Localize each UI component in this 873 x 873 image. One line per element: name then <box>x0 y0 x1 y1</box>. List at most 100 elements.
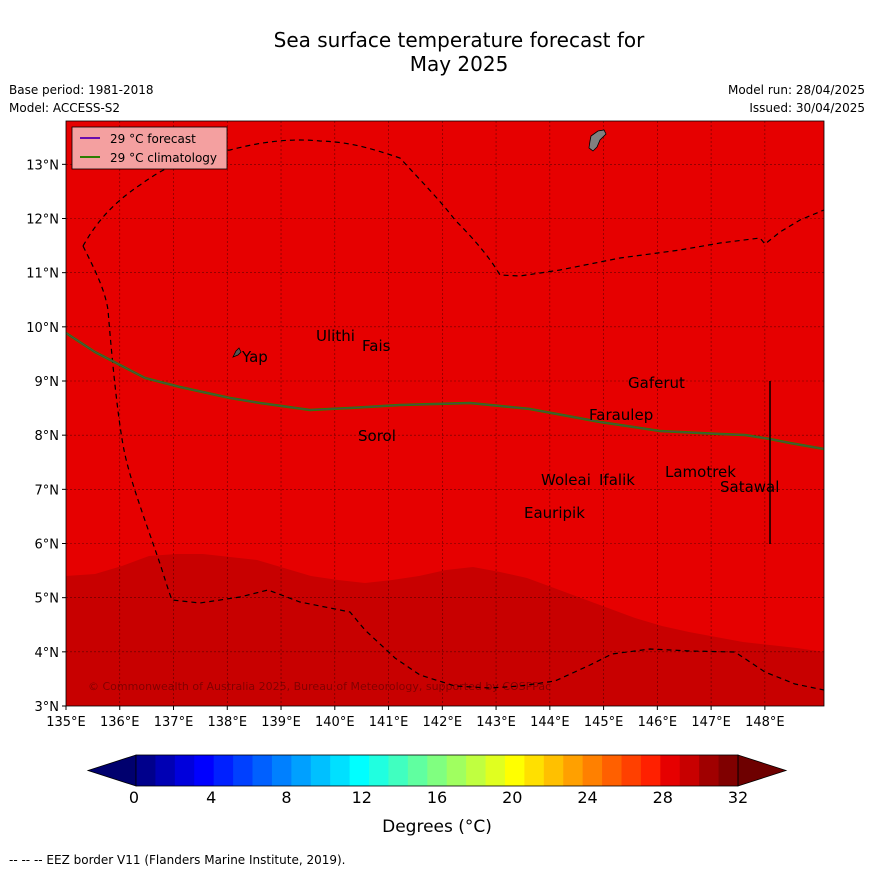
label-yap: Yap <box>241 348 268 366</box>
colorbar-max-arrow <box>737 754 788 787</box>
lat-tick-label: 9°N <box>35 375 60 390</box>
lat-tick-label: 6°N <box>35 538 60 553</box>
lon-tick-label: 135°E <box>46 715 86 730</box>
colorbar-swatch <box>310 755 331 786</box>
lat-tick-label: 10°N <box>26 321 59 336</box>
lon-tick-label: 144°E <box>530 715 570 730</box>
colorbar-swatch <box>213 755 234 786</box>
title-line-2: May 2025 <box>409 52 509 76</box>
lat-tick-label: 4°N <box>35 646 60 661</box>
colorbar-swatch <box>621 755 642 786</box>
label-ulithi: Ulithi <box>316 327 355 345</box>
colorbar-tick-label: 24 <box>577 788 597 807</box>
colorbar-tick-label: 4 <box>206 788 216 807</box>
colorbar-swatch <box>466 755 487 786</box>
colorbar-swatch <box>543 755 564 786</box>
colorbar-swatch <box>640 755 661 786</box>
forecast-29c-contour <box>66 332 824 450</box>
lat-tick-label: 3°N <box>35 700 60 715</box>
legend-box <box>71 126 228 170</box>
legend-forecast-label: 29 °C forecast <box>110 132 196 146</box>
meta-right: Model run: 28/04/2025 Issued: 30/04/2025 <box>728 81 865 117</box>
lon-tick-label: 146°E <box>638 715 678 730</box>
colorbar-swatch <box>194 755 215 786</box>
axis-tick-labels: 135°E 136°E 137°E 138°E 139°E 140°E 141°E 142°E… <box>26 158 784 730</box>
title-line-1: Sea surface temperature forecast for <box>273 28 645 52</box>
label-eauripik: Eauripik <box>524 504 585 522</box>
colorbar-swatch <box>407 755 428 786</box>
eez-border-south <box>82 245 824 691</box>
colorbar-tick-label: 32 <box>728 788 748 807</box>
lat-tick-label: 7°N <box>35 483 60 498</box>
colorbar-swatch <box>602 755 622 786</box>
colorbar-label: Degrees (°C) <box>382 817 492 837</box>
colorbar-swatch <box>427 755 448 786</box>
place-labels: Yap Ulithi Fais Sorol Gaferut Faraulep W… <box>241 327 779 522</box>
guam-island <box>588 129 607 152</box>
label-lamotrek: Lamotrek <box>665 463 736 481</box>
colorbar-swatch <box>271 755 292 786</box>
colorbar-tick-label: 20 <box>502 788 522 807</box>
lon-tick-label: 136°E <box>100 715 140 730</box>
colorbar-frame <box>135 754 739 787</box>
eez-footnote: -- -- -- EEZ border V11 (Flanders Marine… <box>9 853 346 867</box>
colorbar-swatch <box>291 755 312 786</box>
colorbar-swatch <box>446 755 467 786</box>
colorbar-swatch <box>485 755 506 786</box>
colorbar-swatch <box>369 755 389 786</box>
sst-30-31-region <box>66 554 824 706</box>
label-ifalik: Ifalik <box>599 471 635 489</box>
lon-tick-label: 139°E <box>261 715 301 730</box>
lon-tick-label: 140°E <box>315 715 355 730</box>
issued-date: Issued: 30/04/2025 <box>749 101 865 115</box>
label-faraulep: Faraulep <box>589 406 653 424</box>
colorbar-swatch <box>660 755 681 786</box>
lat-tick-label: 5°N <box>35 592 60 607</box>
contour-legend: 29 °C forecast 29 °C climatology <box>71 126 228 170</box>
colorbar: 0 4 8 12 16 20 24 28 32 <box>86 754 788 807</box>
yap-island <box>232 347 242 358</box>
label-woleai: Woleai <box>541 471 591 489</box>
lat-tick-label: 8°N <box>35 429 60 444</box>
colorbar-swatch <box>679 755 700 786</box>
map-area: Yap Ulithi Fais Sorol Gaferut Faraulep W… <box>66 121 824 706</box>
colorbar-swatch <box>582 755 603 786</box>
colorbar-tick-label: 28 <box>653 788 673 807</box>
label-satawal: Satawal <box>720 478 779 496</box>
lat-tick-label: 11°N <box>26 267 59 282</box>
lon-tick-label: 138°E <box>208 715 248 730</box>
lon-tick-label: 142°E <box>423 715 463 730</box>
colorbar-swatch <box>388 755 409 786</box>
colorbar-swatch <box>252 755 273 786</box>
colorbar-tick-label: 12 <box>352 788 372 807</box>
colorbar-min-arrow <box>86 754 137 787</box>
label-fais: Fais <box>362 337 391 355</box>
lat-tick-label: 12°N <box>26 213 59 228</box>
colorbar-tick-label: 0 <box>129 788 139 807</box>
colorbar-swatch <box>155 755 176 786</box>
model-run: Model run: 28/04/2025 <box>727 83 865 97</box>
copyright-watermark: © Commonwealth of Australia 2025, Bureau… <box>88 680 551 693</box>
colorbar-swatch <box>349 755 370 786</box>
colorbar-tick-label: 8 <box>281 788 291 807</box>
colorbar-swatch <box>563 755 584 786</box>
colorbar-tick-label: 16 <box>427 788 447 807</box>
colorbar-swatch <box>699 755 720 786</box>
colorbar-swatch <box>136 755 156 786</box>
lon-tick-label: 148°E <box>745 715 785 730</box>
legend-climatology-label: 29 °C climatology <box>110 151 217 165</box>
lon-tick-label: 147°E <box>691 715 731 730</box>
label-sorol: Sorol <box>358 427 396 445</box>
colorbar-swatch <box>174 755 195 786</box>
colorbar-swatch <box>330 755 351 786</box>
label-gaferut: Gaferut <box>628 374 685 392</box>
colorbar-swatch <box>524 755 545 786</box>
map-frame <box>65 120 825 707</box>
colorbar-swatch <box>504 755 525 786</box>
meta-left: Base period: 1981-2018 Model: ACCESS-S2 <box>9 81 154 117</box>
eez-border-north <box>82 139 824 277</box>
lon-tick-label: 145°E <box>584 715 624 730</box>
chart-title: Sea surface temperature forecast for May… <box>0 28 873 76</box>
model-name: Model: ACCESS-S2 <box>9 101 121 115</box>
